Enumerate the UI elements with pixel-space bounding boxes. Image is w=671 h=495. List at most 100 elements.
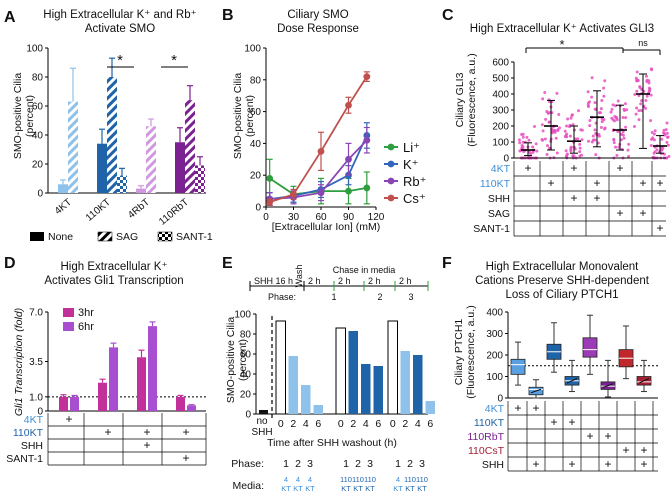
panel-f-plus-mark: + bbox=[622, 443, 629, 457]
timeline-2h-2: 2 h bbox=[338, 276, 351, 286]
panel-c-row-label: 4KT bbox=[491, 163, 511, 175]
panel-c-point bbox=[541, 138, 545, 142]
panel-a-bar-sant-1 bbox=[117, 175, 127, 193]
panel-c-point bbox=[571, 123, 575, 127]
panel-b-legend-marker bbox=[387, 160, 395, 168]
panel-c-point bbox=[619, 138, 623, 142]
panel-a-category-label: 110KT bbox=[84, 197, 113, 224]
panel-d-condition-table: 4KT +110KT + + +SHH +SANT-1 + bbox=[6, 412, 207, 466]
panel-b-point bbox=[290, 190, 297, 198]
panel-c-point bbox=[518, 141, 522, 145]
panel-c-y-tick-label: 400 bbox=[492, 90, 509, 101]
panel-c-y-tick-label: 100 bbox=[492, 138, 509, 149]
panel-c-point bbox=[552, 128, 556, 132]
panel-f-plus-mark: + bbox=[532, 457, 539, 471]
panel-a-ylabel-1: SMO-positive Cilia bbox=[12, 73, 24, 160]
panel-c-point bbox=[655, 148, 659, 152]
panel-b-y-tick-label: 20 bbox=[250, 171, 262, 182]
panel-e-media-number: 110 bbox=[416, 475, 428, 484]
panel-a-bar-sag bbox=[68, 101, 78, 193]
panel-d-row-label: 110KT bbox=[13, 427, 44, 439]
panel-f-row-label: 110RbT bbox=[467, 431, 504, 443]
panel-c-point bbox=[615, 153, 619, 157]
panel-c-point bbox=[603, 79, 607, 83]
panel-c-point bbox=[541, 97, 545, 101]
panel-a-y-tick-label: 60 bbox=[32, 102, 44, 113]
panel-c-letter: C bbox=[442, 7, 454, 24]
panel-c-sig-star: * bbox=[559, 37, 564, 52]
panel-f-plus-mark: + bbox=[604, 457, 611, 471]
panel-c-point bbox=[599, 107, 603, 111]
panel-f-title-3: Loss of Ciliary PTCH1 bbox=[505, 289, 618, 301]
panel-c-title: High Extracellular K⁺ Activates GLI3 bbox=[470, 23, 654, 35]
panel-e-media-number: 4 bbox=[308, 475, 312, 484]
panel-e-media-kt: KT bbox=[417, 484, 427, 493]
panel-c-plus-mark: + bbox=[570, 161, 577, 175]
panel-d-row-label: 4KT bbox=[24, 414, 44, 426]
panel-c-row-label: SHH bbox=[488, 193, 510, 205]
panel-c-ns-label: ns bbox=[638, 38, 648, 48]
timeline-wash-label: Wash bbox=[294, 265, 304, 288]
panel-c-point bbox=[591, 134, 595, 138]
panel-b-x-tick-label: 90 bbox=[343, 212, 355, 223]
panel-d-legend-swatch bbox=[63, 322, 74, 331]
panel-e-bar bbox=[335, 327, 346, 415]
panel-e-phase-number: 2 bbox=[295, 458, 301, 470]
panel-c-plus-mark: + bbox=[639, 176, 646, 190]
panel-c-point bbox=[600, 99, 604, 103]
panel-e-phase-number: 2 bbox=[407, 458, 413, 470]
panel-f-slash bbox=[566, 378, 578, 384]
panel-e-ylabel-2: (percent) bbox=[237, 339, 249, 381]
panel-b-ylabel-1: SMO-positive Cilia bbox=[232, 73, 244, 160]
panel-c-point bbox=[545, 153, 549, 157]
panel-c-point bbox=[632, 124, 636, 128]
panel-e-y-tick-label: 60 bbox=[240, 350, 252, 361]
panel-c-point bbox=[580, 138, 584, 142]
panel-c-point bbox=[665, 121, 669, 125]
panel-c-point bbox=[634, 112, 638, 116]
panel-f-box bbox=[582, 337, 598, 358]
panel-c-point bbox=[617, 145, 621, 149]
panel-a-y-tick-label: 0 bbox=[37, 189, 43, 200]
panel-e-x-tick-label: 2 bbox=[402, 418, 408, 430]
panel-e-bar-noshh bbox=[259, 410, 268, 414]
panel-c-point bbox=[580, 153, 584, 157]
panel-d-bar-6hr bbox=[187, 405, 196, 411]
panel-d-plus-mark: + bbox=[65, 412, 72, 426]
panel-b-point bbox=[345, 187, 352, 195]
panel-b: B Ciliary SMO Dose Response SMO-positive… bbox=[222, 7, 426, 233]
panel-e-x-tick-label: 4 bbox=[303, 418, 309, 430]
panel-d-bar-3hr bbox=[176, 396, 185, 411]
panel-c-plot: 0 100 200 300 400 500 600 bbox=[492, 58, 671, 165]
panel-a-plot: 0 20 40 60 80 100 4KT 110KT 4RbT 110RbT bbox=[26, 44, 206, 228]
panel-c-point bbox=[666, 135, 670, 139]
panel-c-point bbox=[623, 102, 627, 106]
panel-a-bar-none bbox=[136, 188, 146, 193]
panel-d-title-1: High Extracellular K⁺ bbox=[60, 261, 167, 273]
panel-a-category-label: 110RbT bbox=[157, 197, 191, 228]
panel-c-point bbox=[576, 137, 580, 141]
panel-c-point bbox=[564, 149, 568, 153]
panel-c-point bbox=[543, 91, 547, 95]
panel-f-y-tick-label: 0 bbox=[497, 394, 503, 405]
panel-b-point bbox=[363, 184, 371, 192]
panel-f-y-tick-label: 400 bbox=[486, 308, 503, 319]
panel-d-row-label: SHH bbox=[21, 440, 43, 452]
legend-swatch-none bbox=[30, 232, 44, 241]
panel-c-point bbox=[634, 76, 638, 80]
panel-c-point bbox=[653, 129, 657, 133]
panel-c-point bbox=[660, 137, 664, 141]
panel-a-title-2: Activate SMO bbox=[85, 23, 155, 35]
panel-c-point bbox=[587, 139, 591, 143]
panel-e-media-kt: KT bbox=[365, 484, 375, 493]
panel-e-y-tick-label: 20 bbox=[240, 390, 252, 401]
panel-d-y-tick-label: 3.5 bbox=[29, 357, 43, 368]
panel-b-ylabel-2: (percent) bbox=[244, 95, 256, 137]
panel-e-y-tick-label: 80 bbox=[240, 330, 252, 341]
panel-c-point bbox=[600, 120, 604, 124]
panel-e-media-kt: KT bbox=[353, 484, 363, 493]
panel-a-bar-none bbox=[175, 142, 185, 193]
panel-f-plus-mark: + bbox=[568, 415, 575, 429]
panel-f-slash bbox=[638, 378, 650, 384]
